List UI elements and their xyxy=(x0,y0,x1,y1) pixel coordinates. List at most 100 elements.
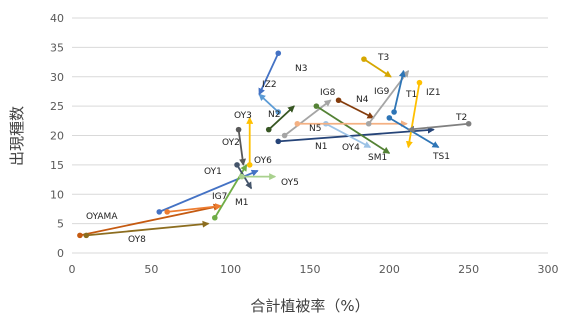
point-label: N3 xyxy=(295,64,307,74)
series-arrow xyxy=(313,103,391,154)
point-label: OY6 xyxy=(254,156,272,166)
x-tick-label: 250 xyxy=(458,263,479,276)
arrow-line xyxy=(258,52,280,96)
y-tick-label: 35 xyxy=(50,41,64,54)
y-tick-label: 20 xyxy=(50,130,64,143)
start-point xyxy=(391,109,397,115)
arrow-line xyxy=(214,163,248,219)
arrow-line xyxy=(284,99,332,137)
point-label: OY8 xyxy=(128,235,146,245)
start-point xyxy=(265,126,272,133)
y-tick-label: 25 xyxy=(50,100,64,113)
point-label: OY4 xyxy=(342,143,360,153)
arrow-line xyxy=(393,69,406,113)
start-point xyxy=(164,209,170,215)
series-arrow xyxy=(83,220,210,239)
arrow-line xyxy=(258,93,279,113)
series-arrow xyxy=(212,163,248,221)
point-label: IG7 xyxy=(212,192,227,202)
y-tick-label: 30 xyxy=(50,71,64,84)
start-point xyxy=(294,120,301,127)
point-label: IZ2 xyxy=(262,80,277,90)
start-point xyxy=(386,115,393,121)
y-tick-label: 0 xyxy=(57,247,64,260)
arrow-line xyxy=(388,117,440,149)
point-label: T2 xyxy=(455,113,467,123)
y-axis-ticks: 0 5 10 15 20 25 30 35 40 xyxy=(50,12,64,260)
series-arrow xyxy=(361,56,392,78)
arrow-line xyxy=(167,203,223,213)
point-labels: OYAMA OY8 OY1 IG7 M1 OY6 OY5 OY2 OY3 IZ2 N3 N2 N5 N1 I… xyxy=(86,53,467,245)
point-label: TS1 xyxy=(432,152,450,162)
start-point xyxy=(416,79,423,86)
series-arrow xyxy=(258,50,282,96)
point-label: IG9 xyxy=(374,87,390,97)
arrow-line xyxy=(237,129,247,166)
point-label: T3 xyxy=(377,53,389,63)
point-label: OY3 xyxy=(234,111,252,121)
series-arrow xyxy=(391,69,406,115)
series-arrow xyxy=(294,120,408,128)
start-point xyxy=(275,50,282,57)
arrow-line xyxy=(86,220,210,237)
series-arrow xyxy=(246,116,254,168)
arrow-line xyxy=(405,82,421,149)
start-point xyxy=(365,120,372,127)
point-label: OY5 xyxy=(281,178,299,188)
series-arrow xyxy=(335,97,375,119)
start-point xyxy=(281,132,288,139)
point-label: M1 xyxy=(235,198,249,208)
start-point xyxy=(238,173,245,180)
point-label: N5 xyxy=(309,124,321,134)
start-point xyxy=(156,209,163,215)
series-arrow xyxy=(405,79,423,149)
x-tick-label: 0 xyxy=(69,263,76,276)
y-tick-label: 40 xyxy=(50,12,64,25)
start-point xyxy=(77,232,83,239)
arrow-line xyxy=(79,203,221,237)
start-point xyxy=(361,56,367,62)
gridlines xyxy=(72,17,548,254)
x-axis-ticks: 0 50 100 150 200 250 300 xyxy=(69,263,559,276)
point-label: N2 xyxy=(268,110,280,120)
start-point xyxy=(275,109,282,115)
start-point xyxy=(335,97,342,104)
start-point xyxy=(313,103,320,109)
y-tick-label: 10 xyxy=(50,188,64,201)
point-label: N1 xyxy=(315,142,327,152)
series-arrow xyxy=(281,99,332,139)
y-tick-label: 5 xyxy=(57,218,64,231)
start-point xyxy=(246,162,253,168)
y-axis-title: 出現種数 xyxy=(8,106,26,166)
start-point xyxy=(83,232,90,239)
start-point xyxy=(275,138,282,145)
series-arrow xyxy=(386,115,440,149)
arrow-line xyxy=(325,122,372,149)
series-arrow xyxy=(407,120,472,133)
start-point xyxy=(465,120,472,127)
point-label: IG8 xyxy=(320,88,336,98)
x-tick-label: 100 xyxy=(220,263,241,276)
x-tick-label: 300 xyxy=(538,263,559,276)
point-label: N4 xyxy=(356,95,369,105)
arrow-line xyxy=(407,122,469,133)
data-arrows xyxy=(77,50,472,239)
series-arrow xyxy=(235,126,247,166)
arrow-line xyxy=(268,105,295,131)
start-point xyxy=(212,214,218,221)
arrow-line xyxy=(338,99,375,119)
point-label: SM1 xyxy=(368,153,387,163)
point-label: OY1 xyxy=(204,167,222,177)
series-arrow xyxy=(265,105,295,133)
x-tick-label: 50 xyxy=(144,263,158,276)
y-tick-label: 15 xyxy=(50,159,64,172)
start-point xyxy=(234,162,240,168)
point-label: T1 xyxy=(405,90,417,100)
point-label: OY2 xyxy=(222,138,240,148)
series-arrow xyxy=(238,173,277,181)
start-point xyxy=(235,126,242,133)
x-tick-label: 150 xyxy=(300,263,321,276)
arrow-line xyxy=(315,105,391,154)
point-label: IZ1 xyxy=(426,88,441,98)
